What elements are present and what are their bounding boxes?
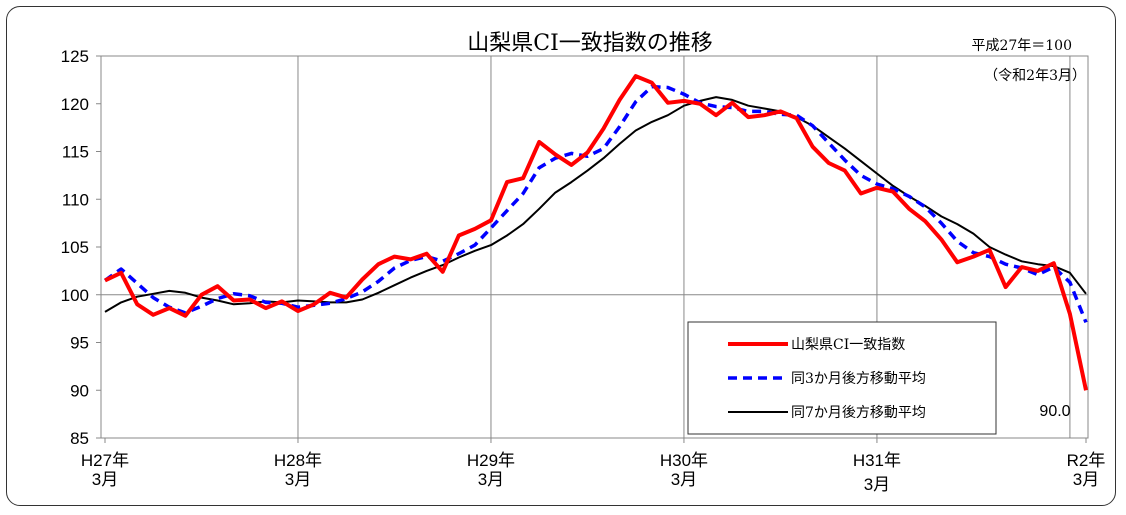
x-tick-label-month: 3月 (671, 470, 697, 489)
legend-box (687, 321, 997, 435)
series-line-2 (103, 84, 1088, 324)
y-tick-label: 100 (61, 286, 89, 305)
x-tick-label-year: H31年 (853, 451, 901, 470)
chart-title: 山梨県CI一致指数の推移 (467, 31, 713, 56)
x-tick-label-year: H27年 (81, 451, 129, 470)
series-line-3 (104, 96, 1087, 313)
x-tick-label-month: 3月 (478, 470, 504, 489)
x-tick-label-year: R2年 (1067, 451, 1106, 470)
axes: 859095100105110115120125H27年3月H28年3月H29年… (61, 47, 1106, 494)
y-tick-label: 90 (70, 381, 89, 400)
x-tick-label-month: 3月 (285, 470, 311, 489)
x-tick-label-month: 3月 (92, 470, 118, 489)
x-tick-label-month: 3月 (1073, 470, 1099, 489)
y-tick-label: 95 (70, 334, 89, 353)
y-tick-label: 105 (61, 238, 89, 257)
y-tick-label: 85 (70, 429, 89, 448)
legend-label-3: 同7か月後方移動平均 (791, 405, 926, 421)
series-line-1 (104, 74, 1088, 391)
y-tick-label: 120 (61, 95, 89, 114)
y-tick-label: 115 (62, 143, 89, 162)
x-tick-label-month: 3月 (864, 475, 890, 494)
y-tick-label: 110 (62, 190, 89, 209)
legend-label-1: 山梨県CI一致指数 (791, 337, 905, 353)
date-note: （令和2年3月） (984, 68, 1086, 84)
last-value-label: 90.0 (1039, 403, 1070, 420)
legend-label-2: 同3か月後方移動平均 (791, 371, 926, 387)
x-tick-label-year: H29年 (467, 451, 515, 470)
series-lines (103, 74, 1088, 391)
x-tick-label-year: H28年 (274, 451, 322, 470)
y-tick-label: 125 (61, 47, 89, 66)
x-tick-label-year: H30年 (660, 451, 708, 470)
base-note: 平成27年＝100 (971, 38, 1072, 54)
